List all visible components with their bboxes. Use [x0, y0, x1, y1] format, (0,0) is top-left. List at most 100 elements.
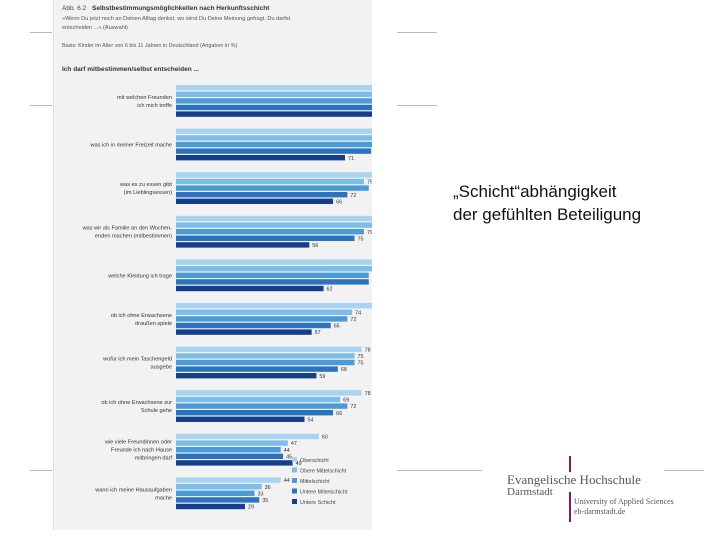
bar: [176, 497, 260, 503]
data-label: 66: [336, 199, 342, 205]
bar: [176, 148, 372, 154]
legend-label: Untere Schicht: [300, 500, 336, 506]
slide-title-line-1: „Schicht“abhängigkeit: [453, 182, 617, 201]
bar: [176, 259, 372, 265]
bar: [176, 460, 293, 466]
data-label: 47: [291, 441, 297, 447]
data-label: 79: [367, 230, 372, 236]
data-label: 78: [365, 347, 371, 353]
bar: [176, 373, 317, 379]
bar: [176, 85, 372, 91]
category-label: welche Kleidung ich trage: [107, 273, 172, 279]
bar: [176, 359, 355, 366]
divider-bottom-left: [30, 470, 52, 471]
bar: [176, 155, 345, 161]
legend-swatch: [292, 467, 297, 473]
bar-chart: Abb. 6.2 Selbstbestimmungsmöglichkeiten …: [62, 5, 372, 511]
category-label: (im Lieblingsessen): [124, 190, 172, 196]
data-label: 69: [343, 398, 349, 404]
bar: [176, 141, 372, 148]
divider-top-left: [30, 32, 52, 33]
divider-mid-right: [397, 105, 437, 106]
data-label: 49: [296, 461, 302, 467]
category-label: enden machen (mitbestimmen): [95, 234, 172, 240]
category-label: ob ich ohne Erwachsene: [111, 313, 172, 319]
bar: [176, 353, 355, 359]
data-label: 35: [262, 498, 268, 504]
logo-bar-bottom: [569, 492, 571, 522]
bar: [176, 440, 288, 446]
category-label: ich mich treffe: [137, 103, 172, 109]
bar: [176, 410, 334, 416]
data-label: 71: [348, 156, 354, 162]
bar: [176, 229, 365, 235]
category-label: wofür ich mein Taschengeld: [102, 357, 172, 363]
bar: [176, 266, 372, 272]
bar: [176, 192, 348, 198]
bar: [176, 490, 255, 496]
category-label: was es zu essen gibt: [119, 182, 172, 188]
category-label: mitbringen darf: [135, 456, 173, 462]
bar: [176, 416, 305, 422]
slide-title-line-2: der gefühlten Beteiligung: [453, 205, 642, 224]
bar: [176, 477, 281, 483]
slide-title: „Schicht“abhängigkeit der gefühlten Bete…: [453, 180, 703, 226]
bar: [176, 447, 281, 453]
bar: [176, 396, 341, 403]
data-label: 75: [358, 236, 364, 242]
category-label: wann ich meine Hausaufgaben: [94, 487, 172, 493]
bar: [176, 322, 331, 329]
divider-bottom-right: [397, 470, 482, 471]
logo-name-line-1: Evangelische Hochschule: [507, 472, 641, 487]
category-label: mache: [155, 495, 172, 501]
logo-sub-line-2: eh-darmstadt.de: [574, 507, 626, 516]
bar: [176, 185, 369, 191]
category-label: wie viele Freundinnen oder: [104, 440, 172, 446]
category-label: ausgebe: [151, 365, 172, 371]
legend-label: Oberschicht: [300, 458, 329, 464]
data-label: 44: [284, 478, 290, 484]
bar: [176, 91, 372, 97]
legend-swatch: [292, 488, 297, 494]
bar: [176, 503, 246, 510]
data-label: 68: [341, 367, 347, 373]
data-label: 62: [327, 287, 333, 293]
bar: [176, 403, 348, 409]
divider-bottom-far-right: [664, 470, 704, 471]
category-label: ob ich ohne Erwachsene zur: [101, 400, 172, 406]
data-label: 72: [350, 317, 356, 323]
data-label: 66: [336, 411, 342, 417]
data-label: 65: [334, 324, 340, 330]
bar: [176, 111, 372, 117]
bar: [176, 235, 355, 241]
bar: [176, 390, 362, 396]
data-label: 36: [265, 485, 271, 491]
bar: [176, 303, 372, 309]
data-label: 59: [319, 374, 325, 380]
data-label: 78: [365, 391, 371, 397]
bar: [176, 172, 372, 178]
data-label: 54: [308, 417, 314, 423]
data-label: 75: [358, 354, 364, 360]
category-label: mit welchen Freunden: [117, 95, 172, 101]
divider-mid-left: [30, 105, 52, 106]
category-label: was ich in meiner Freizeit mache: [90, 143, 172, 149]
data-label: 75: [358, 361, 364, 367]
bar: [176, 366, 338, 372]
legend-label: Untere Mittelschicht: [300, 490, 348, 496]
data-label: 29: [248, 505, 254, 511]
institution-logo: Evangelische Hochschule Darmstadt Univer…: [507, 456, 707, 522]
bar: [176, 316, 348, 322]
figure-question-2: entscheiden ...« (Auswahl): [62, 25, 128, 31]
figure-heading: Selbstbestimmungsmöglichkeiten nach Herk…: [92, 5, 270, 12]
figure-label: Abb. 6.2: [62, 5, 87, 12]
data-label: 72: [350, 193, 356, 199]
logo-name-line-2: Darmstadt: [507, 486, 553, 498]
data-label: 57: [315, 330, 321, 336]
bar: [176, 453, 284, 459]
legend-label: Obere Mittelschicht: [300, 469, 347, 475]
legend-swatch: [292, 457, 297, 462]
bar: [176, 178, 365, 185]
bar: [176, 484, 262, 490]
figure-base: Basis: Kinder im Alter von 6 bis 11 Jahr…: [62, 43, 237, 49]
